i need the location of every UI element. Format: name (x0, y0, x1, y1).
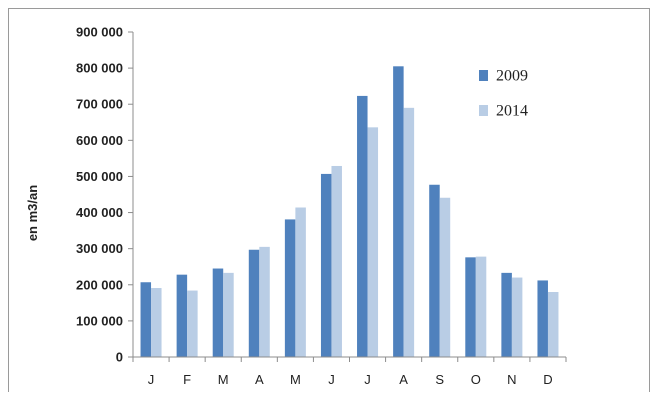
bar-2014 (439, 197, 451, 357)
bar-2014 (223, 272, 234, 357)
bar-2009 (393, 66, 404, 358)
x-category-label: M (218, 372, 229, 387)
y-tick-label: 600 000 (76, 133, 123, 148)
x-category-label: M (290, 372, 301, 387)
bar-2009 (212, 268, 224, 357)
bar-2009 (429, 184, 440, 357)
bar-2009 (284, 219, 296, 357)
bar-2014 (151, 288, 162, 357)
y-axis-ticks: 0 100 000 200 000 300 000 400 000 500 000 600 … (76, 25, 133, 365)
bar-2009 (537, 280, 548, 357)
y-axis-label: en m3/an (25, 185, 40, 241)
y-tick-label: 500 000 (76, 169, 123, 184)
legend: 2009 2014 (479, 68, 528, 120)
x-category-label: J (364, 372, 371, 387)
bar-2009 (357, 95, 368, 358)
y-tick-label: 300 000 (76, 241, 123, 256)
bar-2009 (176, 274, 188, 357)
bar-2014 (187, 290, 198, 357)
legend-label-2009: 2009 (496, 68, 528, 85)
x-category-label: N (507, 372, 516, 387)
x-category-label: O (471, 372, 481, 387)
x-category-label: S (435, 372, 444, 387)
x-category-label: D (543, 372, 552, 387)
x-category-label: A (399, 372, 408, 387)
x-category-label: J (148, 372, 155, 387)
y-tick-label: 200 000 (76, 277, 123, 292)
y-tick-label: 800 000 (76, 61, 123, 76)
bar-2009 (501, 272, 512, 357)
legend-label-2014: 2014 (496, 103, 528, 120)
y-tick-label: 400 000 (76, 205, 123, 220)
bar-2009 (465, 257, 476, 357)
bar-2014 (295, 207, 306, 357)
x-category-label: F (183, 372, 191, 387)
bar-2014 (547, 292, 559, 357)
x-category-label: J (328, 372, 335, 387)
bar-2009 (140, 282, 152, 357)
y-tick-label: 900 000 (76, 25, 123, 40)
bars (140, 66, 559, 358)
x-category-label: A (255, 372, 264, 387)
bar-2014 (259, 246, 270, 357)
bar-2014 (331, 165, 342, 357)
legend-swatch-2009 (479, 70, 488, 81)
y-tick-label: 700 000 (76, 97, 123, 112)
axes (132, 32, 567, 362)
y-tick-label: 0 (116, 350, 123, 365)
bar-2014 (475, 256, 487, 357)
bar-2014 (511, 277, 523, 357)
bar-2014 (403, 107, 415, 357)
legend-swatch-2014 (479, 105, 488, 116)
bar-2014 (367, 127, 379, 357)
bar-2009 (248, 249, 260, 357)
y-tick-label: 100 000 (76, 313, 123, 328)
bar-2009 (320, 173, 332, 357)
